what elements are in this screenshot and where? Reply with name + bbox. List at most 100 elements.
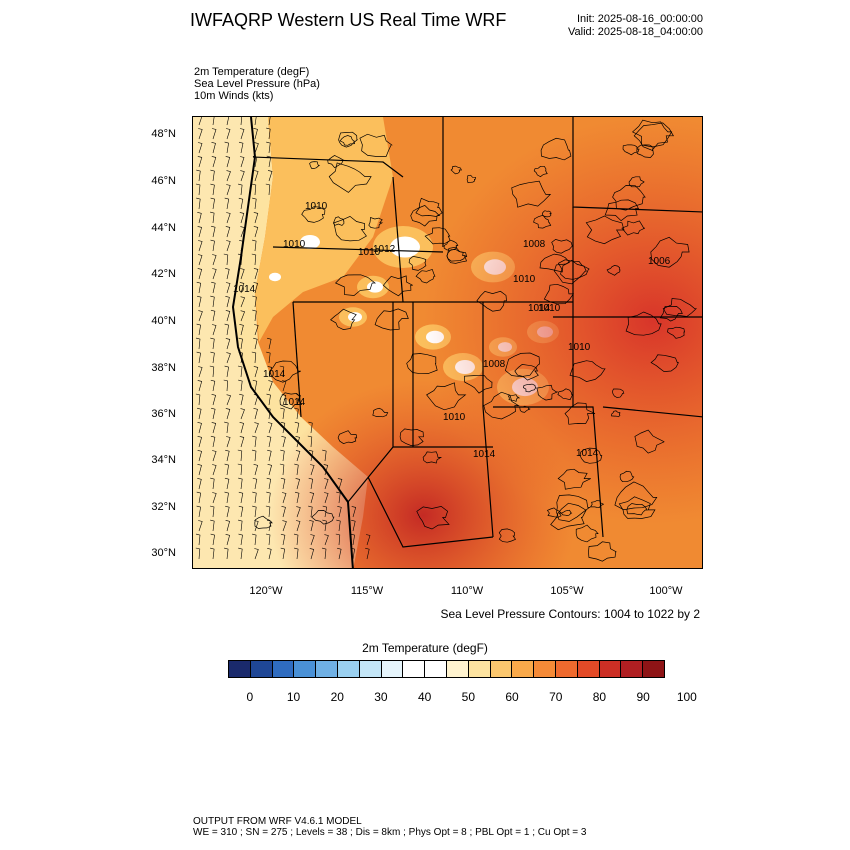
wind-barb [210, 169, 215, 182]
contour-line [328, 162, 372, 193]
wind-barb [237, 365, 243, 378]
wind-barb [266, 491, 271, 504]
wind-barb [238, 351, 243, 364]
wind-barb [266, 393, 271, 406]
wind-barb [225, 156, 231, 168]
wind-barb [323, 464, 329, 476]
wind-barb [252, 379, 258, 392]
wind-barb [195, 547, 201, 560]
wind-barb [225, 408, 231, 420]
wind-barb [212, 268, 217, 280]
lat-label: 38°N [151, 362, 176, 374]
footer-model: OUTPUT FROM WRF V4.6.1 MODEL [193, 816, 362, 827]
wind-barb [224, 365, 229, 378]
contour-line [507, 394, 521, 402]
wind-barb [295, 520, 301, 532]
wind-barb [225, 226, 231, 238]
lon-label: 120°W [249, 585, 283, 597]
contour-line [626, 503, 648, 516]
wind-barb [267, 449, 272, 462]
wind-barb [365, 534, 371, 546]
wind-barb [196, 197, 201, 210]
wind-barb [279, 463, 285, 476]
wind-barb [211, 156, 217, 168]
colorbar-tick-label: 60 [505, 690, 519, 704]
wind-barb [350, 547, 355, 560]
pressure-label: 1008 [483, 359, 506, 370]
colorbar-tick-label: 40 [417, 690, 432, 704]
wind-barb [308, 477, 314, 490]
wind-barb [351, 506, 357, 518]
wind-barb [251, 183, 257, 196]
contour-line [327, 154, 346, 169]
colorbar-swatch [381, 661, 404, 677]
wind-barb [239, 324, 244, 336]
contour-line [450, 165, 462, 175]
wind-barb [253, 408, 258, 420]
wind-barb [197, 380, 203, 392]
wind-barb [280, 477, 286, 490]
wind-barb [225, 534, 230, 546]
wind-barb [210, 477, 215, 490]
heat-zone-desert [193, 117, 702, 568]
wind-barb [295, 450, 301, 462]
wind-barb [238, 379, 243, 392]
wind-barb [210, 239, 215, 252]
wind-barb [253, 394, 259, 406]
wind-barb [210, 435, 216, 448]
wind-barb [252, 533, 257, 546]
contour-line [309, 161, 321, 169]
wind-barb [210, 533, 215, 546]
wind-barb [252, 155, 258, 168]
wind-barb [268, 380, 273, 392]
wind-barb [322, 519, 327, 532]
contour-line [359, 133, 393, 157]
contour-line [533, 165, 548, 178]
wind-barb [210, 519, 215, 532]
contour-line [533, 214, 552, 229]
wind-barb [324, 478, 329, 490]
contour-line [557, 259, 590, 280]
wind-barb [209, 365, 215, 378]
wind-barb [237, 463, 243, 476]
wind-barb [226, 352, 231, 364]
wind-barb [279, 365, 285, 378]
wind-barb [309, 492, 315, 504]
wind-barb [337, 478, 343, 490]
colorbar-swatch [229, 661, 251, 677]
wind-barb [336, 519, 341, 532]
wind-barb [322, 505, 328, 518]
wind-barb [240, 170, 245, 182]
wind-barb [224, 491, 229, 504]
wind-barb [252, 505, 257, 518]
contour-line [466, 174, 477, 184]
colorbar-title: 2m Temperature (degF) [362, 641, 488, 655]
wind-barb [308, 505, 313, 518]
wind-barb [210, 211, 215, 224]
contour-line [575, 524, 599, 543]
wind-barb [310, 534, 315, 546]
wind-barb [238, 183, 243, 196]
wind-barb [350, 533, 355, 546]
wind-barb [293, 533, 299, 546]
wind-barb [196, 169, 201, 182]
wind-barb [212, 117, 215, 126]
contour-line [540, 137, 572, 161]
wind-barb [267, 464, 272, 476]
wind-barb [196, 323, 201, 336]
wind-barb [322, 449, 327, 462]
wind-barb [253, 282, 258, 294]
wind-barb [198, 128, 203, 140]
wind-barb [198, 240, 203, 252]
contour-line [464, 375, 493, 394]
contour-line [621, 220, 646, 236]
contour-line [330, 308, 357, 330]
wind-barb [197, 436, 202, 448]
contour-line [569, 360, 606, 382]
wind-barb [198, 366, 203, 378]
wind-barb [211, 281, 216, 294]
contour-line [557, 468, 591, 490]
contour-line [333, 215, 367, 242]
contour-line [408, 256, 427, 271]
colorbar-tick-label: 100 [676, 690, 697, 704]
